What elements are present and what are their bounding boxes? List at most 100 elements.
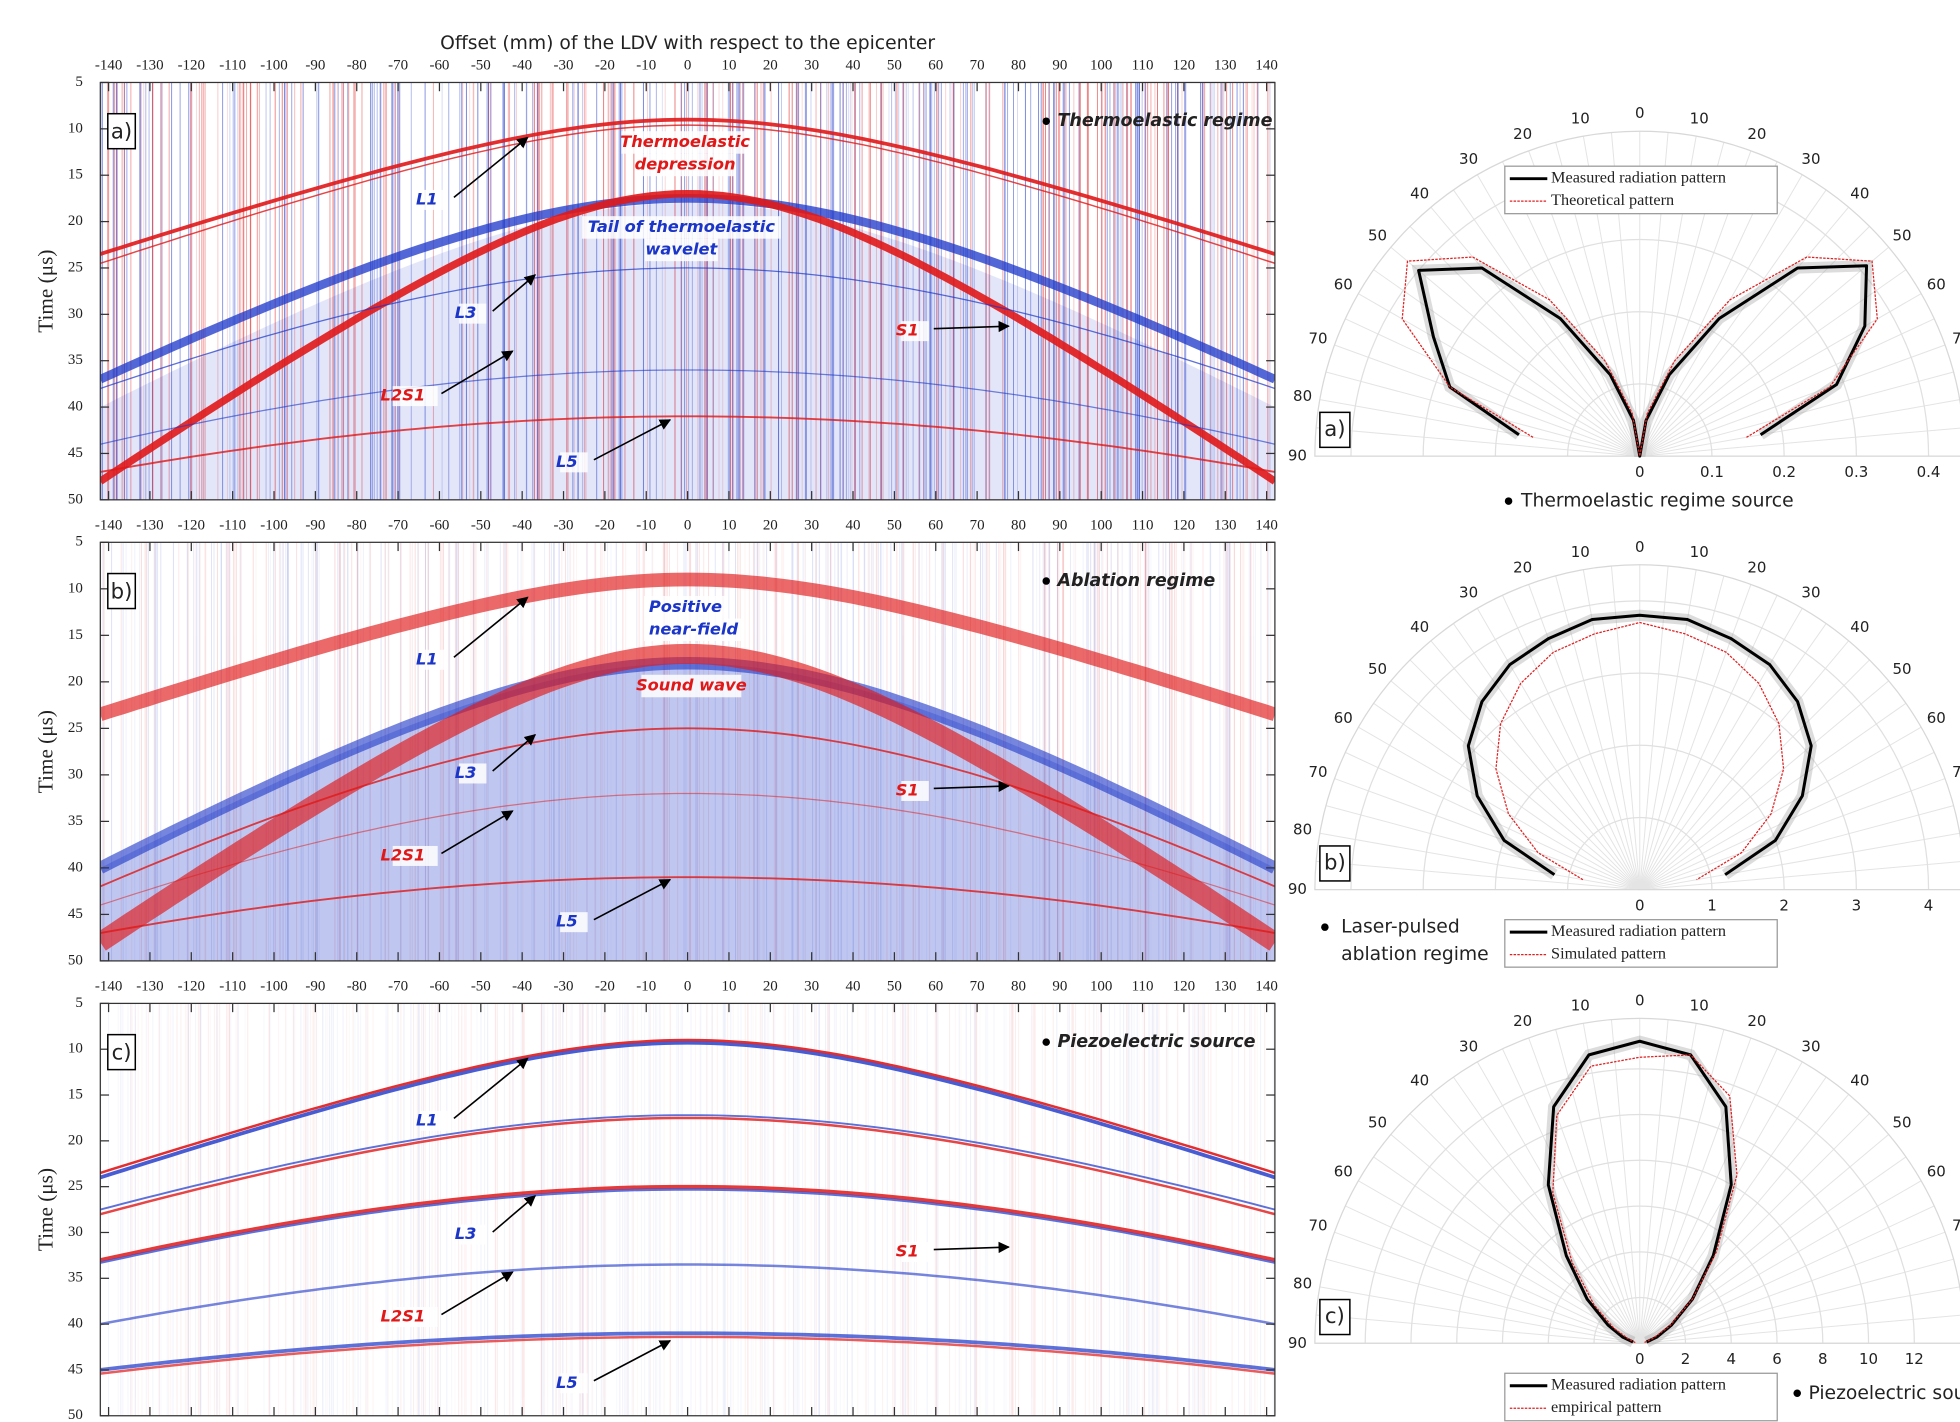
x-tick-label: -130 <box>136 58 163 74</box>
x-tick-label: -100 <box>260 518 287 534</box>
theta-tick-label: 10 <box>1690 997 1709 1015</box>
x-tick-label: 140 <box>1255 518 1277 534</box>
circle-grid <box>1364 1068 1915 1344</box>
x-tick-label: 0 <box>684 58 692 74</box>
annotation-arrow <box>453 1057 529 1119</box>
theta-tick-label: 20 <box>1513 558 1532 576</box>
radial-grid <box>1345 318 1640 457</box>
annotation-box <box>643 618 744 642</box>
radial-grid <box>1639 608 1803 890</box>
radial-grid <box>1373 269 1641 457</box>
y-tick-label: 35 <box>68 1270 83 1286</box>
x-tick-label: -120 <box>178 979 205 995</box>
theta-tick-label: 70 <box>1952 763 1960 781</box>
x-tick-label: -40 <box>512 979 532 995</box>
x-tick-label: -140 <box>95 58 122 74</box>
y-tick-label: 40 <box>68 859 83 875</box>
legend-label: Theoretical pattern <box>1551 191 1674 209</box>
panel-label-box <box>1319 845 1351 882</box>
annotation: L1 <box>416 1110 438 1129</box>
radial-grid <box>1639 680 1889 891</box>
circle-grid <box>1566 816 1713 890</box>
radial-grid <box>1319 832 1640 891</box>
radial-grid <box>1639 293 1922 457</box>
theta-tick-label: 80 <box>1293 387 1312 405</box>
theta-tick-label: 10 <box>1690 543 1709 561</box>
radial-grid <box>1476 174 1641 457</box>
y-tick-label: 5 <box>75 534 83 550</box>
radial-grid <box>1390 246 1641 457</box>
radial-grid <box>1373 1156 1641 1344</box>
theta-tick-label: 60 <box>1927 709 1946 727</box>
radial-grid <box>1639 1023 1697 1344</box>
wave-region <box>100 203 1275 500</box>
x-tick-label: 90 <box>1052 58 1067 74</box>
annotation-arrow <box>933 780 1010 792</box>
wavefront <box>100 792 1275 906</box>
panel-label: a) <box>111 119 132 144</box>
annotation: near-field <box>649 619 739 638</box>
theta-tick-label: 10 <box>1571 543 1590 561</box>
y-tick-label: 20 <box>68 213 83 229</box>
radial-grid <box>1639 1076 1827 1344</box>
title-bullet <box>1042 1038 1050 1046</box>
annotation: Tail of thermoelastic <box>588 217 776 236</box>
x-tick-label: 50 <box>887 518 902 534</box>
radial-grid <box>1639 1156 1907 1344</box>
theta-tick-label: 40 <box>1850 184 1869 202</box>
radial-grid <box>1639 1061 1803 1344</box>
radial-grid <box>1639 318 1935 457</box>
radial-grid <box>1334 778 1640 891</box>
annotation-box <box>901 321 929 342</box>
radial-grid <box>1639 1134 1889 1344</box>
theta-tick-label: 90 <box>1288 1334 1307 1352</box>
x-tick-label: -70 <box>388 58 408 74</box>
wavefront <box>100 1116 1275 1216</box>
r-tick-label: 2 <box>1681 1350 1691 1368</box>
caption-bullet <box>1321 923 1329 931</box>
polar-frame <box>1314 1017 1960 1344</box>
annotation: S1 <box>896 321 919 340</box>
annotation-box <box>420 189 448 210</box>
circle-grid <box>1456 1159 1824 1344</box>
wavefront <box>100 1188 1275 1264</box>
annotation-box <box>420 1110 448 1131</box>
radial-grid <box>1582 569 1641 890</box>
y-tick-label: 35 <box>68 352 83 368</box>
wavefront <box>100 643 1275 951</box>
x-tick-label: 100 <box>1090 979 1112 995</box>
r-tick-label: 0.2 <box>1772 463 1796 481</box>
x-tick-label: 40 <box>846 58 861 74</box>
x-tick-label: 10 <box>721 58 736 74</box>
radial-grid <box>1453 189 1641 457</box>
radial-grid <box>1502 595 1641 890</box>
x-tick-label: -30 <box>554 979 574 995</box>
wavefront <box>100 267 1275 390</box>
wavefront <box>100 117 1275 256</box>
theta-tick-label: 10 <box>1690 109 1709 127</box>
x-tick-label: -60 <box>429 58 449 74</box>
y-tick-label: 30 <box>68 766 83 782</box>
theta-tick-label: 10 <box>1571 109 1590 127</box>
x-tick-label: -60 <box>429 979 449 995</box>
x-tick-label: 80 <box>1011 58 1026 74</box>
x-tick-label: -70 <box>388 518 408 534</box>
x-tick-label: -130 <box>136 979 163 995</box>
radial-grid <box>1358 726 1641 891</box>
r-tick-label: 3 <box>1852 896 1862 914</box>
annotation-arrow <box>933 320 1010 333</box>
caption: Piezoelectric source <box>1808 1383 1960 1404</box>
annotation: L2S1 <box>381 845 426 864</box>
annotation-box <box>901 780 929 801</box>
radial-grid <box>1639 595 1778 890</box>
y-tick-label: 15 <box>68 1086 83 1102</box>
panel-title: Piezoelectric source <box>1057 1032 1255 1052</box>
radial-grid <box>1639 1286 1960 1344</box>
caption: ablation regime <box>1341 944 1489 965</box>
legend-label: Measured radiation pattern <box>1551 168 1726 186</box>
radial-grid <box>1610 1019 1641 1344</box>
polar-frame <box>1314 130 1960 457</box>
pattern-line <box>1552 1054 1738 1344</box>
annotation-box <box>901 1242 929 1263</box>
radial-grid <box>1316 860 1640 891</box>
